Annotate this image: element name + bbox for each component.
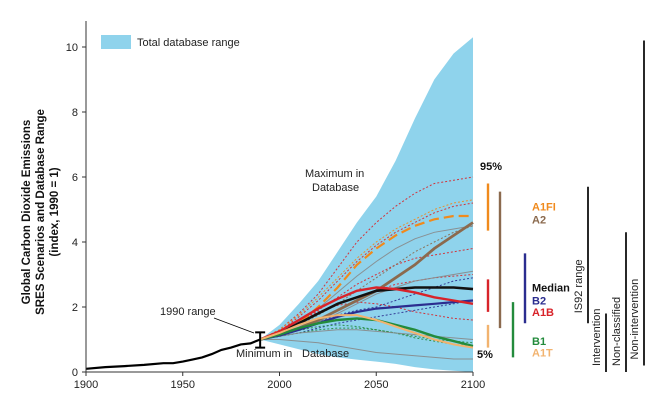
percentile-95-label: 95% <box>480 161 502 173</box>
scenario-label-a2: A2 <box>532 214 546 226</box>
series-line-median <box>259 286 474 341</box>
x-tick-label-1950: 1950 <box>171 379 195 391</box>
axes-layer: 0 2 4 6 8 10 1900 1950 2000 2050 2100 <box>66 21 485 391</box>
percentile-5-label: 5% <box>477 349 493 361</box>
background-scenario-1 <box>259 202 474 340</box>
annotation-1990-range-leader <box>213 317 255 334</box>
y-tick-label-10: 10 <box>66 42 78 54</box>
y-tick-label-8: 8 <box>72 107 78 119</box>
background-scenario-3 <box>259 199 474 340</box>
series-line-a1b <box>259 286 474 341</box>
legend-swatch <box>101 35 131 49</box>
y-axis-title-line-3: (index, 1990 = 1) <box>49 167 61 256</box>
series-line-b1 <box>259 317 474 348</box>
x-tick-label-2050: 2050 <box>364 379 388 391</box>
background-scenario-0 <box>259 176 474 340</box>
literature-range-label-1: Intervention <box>591 309 603 366</box>
y-tick-label-2: 2 <box>72 302 78 314</box>
historical-emissions-line <box>85 338 261 370</box>
series-line-b2 <box>259 299 474 341</box>
annotations-layer: 1990 range Minimum in Database Maximum in Da… <box>160 168 364 360</box>
annotation-minimum: Minimum in <box>236 348 292 360</box>
scenario-label-median: Median <box>532 283 570 295</box>
y-axis-title: Global Carbon Dioxide Emissions SRES Sce… <box>21 109 61 315</box>
annotation-database-min: Database <box>302 348 349 360</box>
y-tick-label-4: 4 <box>72 237 78 249</box>
annotation-maximum-line1: Maximum in <box>305 168 364 180</box>
historical-layer <box>85 331 266 370</box>
y-axis-title-line-1: Global Carbon Dioxide Emissions <box>21 120 33 305</box>
x-tick-label-2000: 2000 <box>267 379 291 391</box>
scenario-label-a1b: A1B <box>532 307 554 319</box>
scenario-label-b1: B1 <box>532 336 546 348</box>
literature-range-label-0: IS92 range <box>573 259 585 313</box>
x-tick-label-1900: 1900 <box>74 379 98 391</box>
literature-range-label-2: Non-classified <box>611 297 623 366</box>
y-tick-label-6: 6 <box>72 172 78 184</box>
scenario-label-b2: B2 <box>532 296 546 308</box>
y-axis-title-line-2: SRES Scenarios and Database Range <box>35 109 47 315</box>
legend-layer: Total database range <box>101 35 240 49</box>
scenario-label-a1t: A1T <box>532 348 553 360</box>
scenario-series-layer <box>259 214 474 349</box>
scenario-label-a1fi: A1FI <box>532 201 556 213</box>
annotation-maximum-line2: Database <box>312 182 359 194</box>
x-tick-label-2100: 2100 <box>461 379 485 391</box>
y-tick-label-0: 0 <box>72 367 78 379</box>
literature-range-label-3: Non-intervention <box>629 279 641 360</box>
annotation-1990-range: 1990 range <box>160 306 216 318</box>
series-line-a1t <box>259 314 474 349</box>
background-scenario-12 <box>260 339 473 360</box>
legend-label: Total database range <box>137 37 240 49</box>
